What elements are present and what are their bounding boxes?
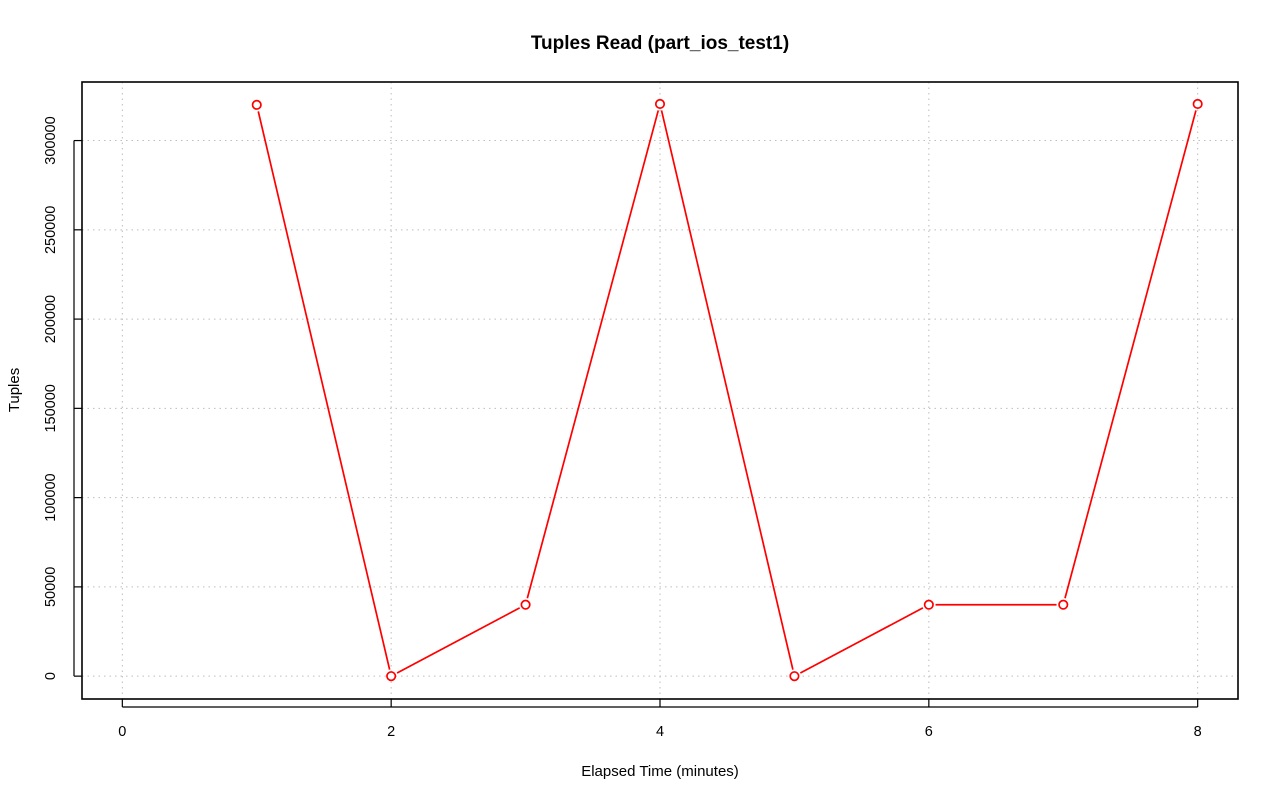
x-axis-title: Elapsed Time (minutes) (581, 763, 739, 780)
series-segment (396, 607, 521, 674)
chart-title: Tuples Read (part_ios_test1) (531, 33, 789, 54)
series-layer (251, 98, 1203, 682)
y-tick-label: 0 (43, 672, 59, 680)
y-tick-label: 50000 (43, 567, 59, 607)
data-point (789, 671, 800, 682)
data-point (520, 599, 531, 610)
data-point (1058, 599, 1069, 610)
y-tick-label: 100000 (43, 473, 59, 521)
series-segment (799, 607, 924, 674)
x-tick-label: 2 (387, 724, 395, 740)
y-tick-label: 300000 (43, 116, 59, 164)
y-tick-label: 250000 (43, 206, 59, 254)
y-axis: 0 50000 100000 150000 200000 250000 300000 (43, 116, 82, 680)
data-point (1192, 98, 1203, 110)
data-point (923, 599, 934, 610)
series-segment (257, 111, 391, 670)
data-point (654, 98, 666, 110)
series-segment (660, 110, 794, 670)
y-axis-title: Tuples (6, 368, 23, 412)
data-point (386, 671, 397, 682)
x-tick-label: 4 (656, 724, 664, 740)
y-tick-label: 200000 (43, 295, 59, 343)
grid-lines (82, 82, 1238, 699)
x-tick-label: 8 (1194, 724, 1202, 740)
series-segment (526, 110, 660, 599)
data-point (251, 99, 262, 110)
x-tick-label: 6 (925, 724, 933, 740)
x-tick-label: 0 (118, 724, 126, 740)
series-segment (1064, 110, 1197, 599)
x-axis: 0 2 4 6 8 (118, 699, 1202, 740)
y-tick-label: 150000 (43, 384, 59, 432)
